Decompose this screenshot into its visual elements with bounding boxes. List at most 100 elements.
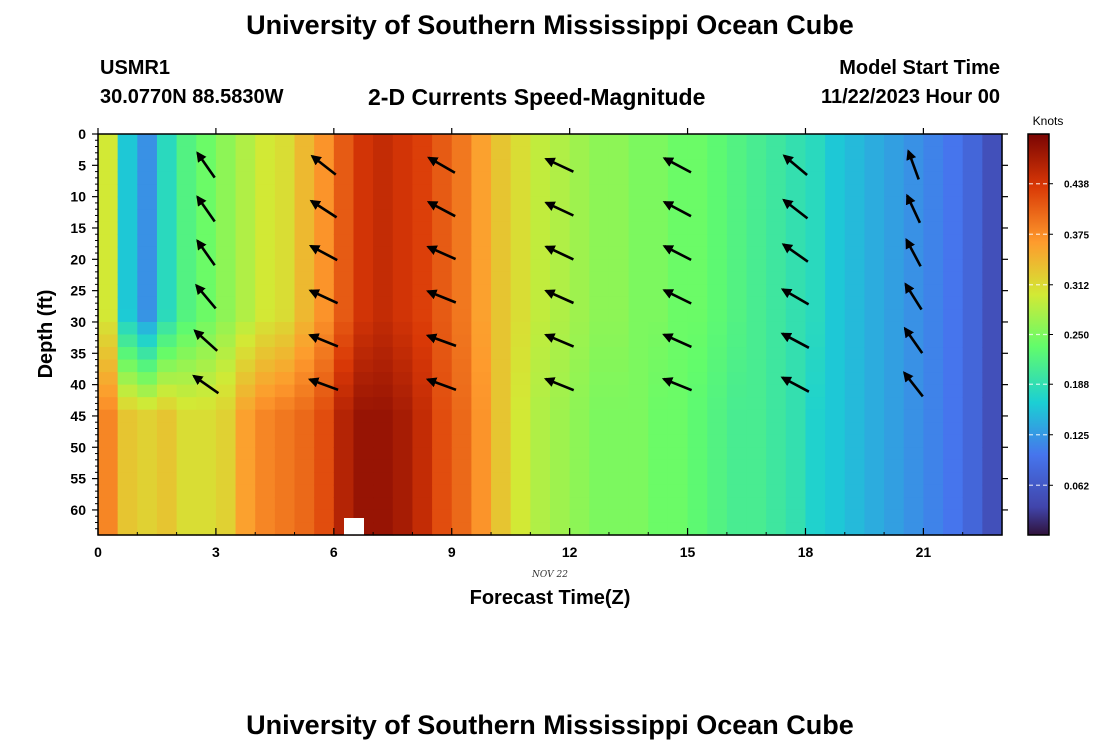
heatmap-cell [884,221,905,235]
heatmap-cell [530,146,551,160]
heatmap-cell [451,522,472,536]
heatmap-cell [628,484,649,499]
y-tick-label: 5 [78,157,86,173]
heatmap-cell [314,309,335,323]
heatmap-cell [176,271,197,285]
heatmap-cell [235,196,256,210]
heatmap-cell [117,146,138,160]
heatmap-cell [766,196,787,210]
heatmap-cell [608,497,630,511]
heatmap-cell [491,171,512,185]
heatmap-cell [137,372,158,386]
heatmap-cell [746,447,767,461]
heatmap-cell [825,522,846,536]
heatmap-cell [117,309,138,323]
heatmap-cell [943,422,964,436]
heatmap-cell [235,284,256,298]
current-vector [544,333,575,348]
y-tick-label: 20 [70,251,86,267]
heatmap-cell [982,146,1003,160]
heatmap-cell [392,409,414,423]
heatmap-cell [471,372,492,386]
heatmap-cell [333,271,355,285]
heatmap-cell [491,221,512,235]
current-vector [425,377,457,392]
heatmap-cell [451,196,472,210]
heatmap-cell [412,221,433,235]
heatmap-cell [215,409,237,423]
heatmap-cell [667,134,689,148]
heatmap-cell [648,522,669,536]
heatmap-cell [373,397,394,411]
heatmap-cell [550,484,571,499]
heatmap-cell [255,434,276,448]
heatmap-cell [805,259,826,273]
page-title: University of Southern Mississippi Ocean… [246,10,854,40]
heatmap-cell [962,472,983,486]
heatmap-cell [982,359,1003,373]
heatmap-cell [943,434,964,448]
current-vector [544,289,575,305]
heatmap-cell [98,134,119,148]
heatmap-cell [98,347,119,361]
heatmap-cell [156,509,178,524]
heatmap-cell [805,159,826,173]
heatmap-cell [962,271,983,285]
heatmap-cell [392,246,414,260]
heatmap-cell [176,284,197,298]
heatmap-cell [451,259,472,273]
heatmap-cell [903,271,924,285]
heatmap-cell [726,522,748,536]
heatmap-cell [864,384,885,398]
heatmap-cell [825,447,846,461]
heatmap-cell [353,259,374,273]
current-vector [544,245,574,261]
heatmap-cell [608,447,630,461]
heatmap-cell [412,472,433,486]
heatmap-cell [117,171,138,185]
heatmap-cell [608,384,630,398]
heatmap-cell [137,221,158,235]
heatmap-cell [550,459,571,473]
heatmap-cell [569,384,590,398]
heatmap-cell [510,259,531,273]
heatmap-cell [491,284,512,298]
heatmap-cell [274,284,296,298]
heatmap-cell [510,196,531,210]
heatmap-cell [628,171,649,185]
heatmap-cell [333,296,355,311]
heatmap-cell [550,422,571,436]
heatmap-cell [982,334,1003,348]
heatmap-cell [746,384,767,398]
heatmap-cell [215,146,237,160]
heatmap-cell [117,334,138,348]
heatmap-cell [825,334,846,348]
heatmap-cell [412,522,433,536]
heatmap-cell [491,472,512,486]
heatmap-cell [373,209,394,223]
heatmap-cell [687,271,708,285]
current-vector [309,199,338,219]
heatmap-cell [274,472,296,486]
heatmap-cell [451,234,472,248]
heatmap-cell [235,184,256,198]
heatmap-cell [451,321,472,336]
heatmap-cell [215,209,237,223]
heatmap-cell [432,134,453,148]
heatmap-cell [943,334,964,348]
heatmap-cell [923,196,944,210]
heatmap-cell [510,146,531,160]
heatmap-cell [550,146,571,160]
heatmap-cell [746,296,767,311]
heatmap-cell [373,409,394,423]
heatmap-cell [667,409,689,423]
heatmap-cell [766,321,787,336]
heatmap-cell [982,384,1003,398]
heatmap-cell [333,459,355,473]
heatmap-cell [333,184,355,198]
heatmap-cell [844,422,866,436]
heatmap-cell [746,246,767,260]
heatmap-cell [667,146,689,160]
heatmap-cell [785,384,807,398]
